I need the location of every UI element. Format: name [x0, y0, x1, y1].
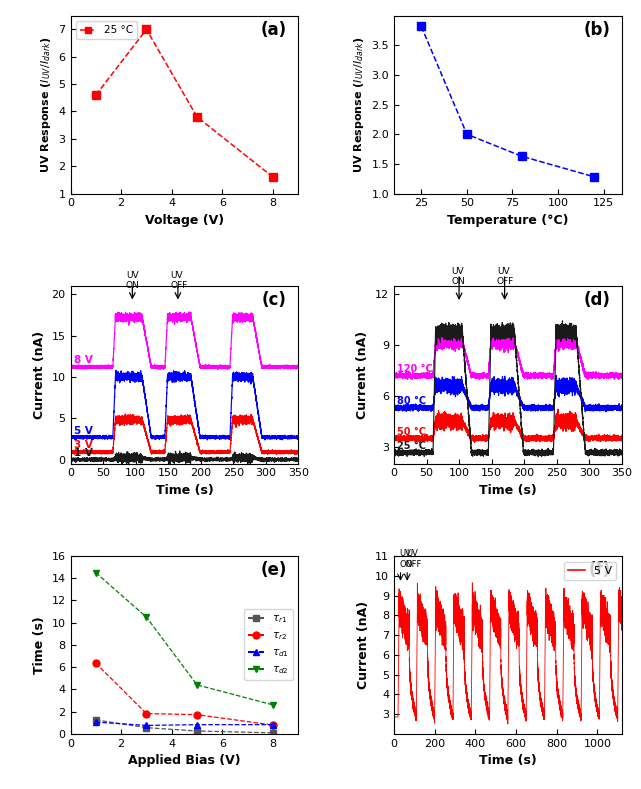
Text: 120 °C: 120 °C	[397, 364, 433, 374]
Text: (b): (b)	[583, 21, 610, 39]
25 °C	[142, 24, 150, 34]
Text: UV
OFF: UV OFF	[170, 271, 187, 290]
25 °C	[92, 90, 99, 99]
Legend: 25 °C: 25 °C	[76, 21, 137, 39]
Y-axis label: Time (s): Time (s)	[33, 616, 46, 674]
Text: 8 V: 8 V	[74, 355, 93, 365]
Text: (e): (e)	[260, 562, 287, 579]
Y-axis label: Current (nA): Current (nA)	[33, 331, 46, 419]
Y-axis label: UV Response ($I_{UV}/I_{dark}$): UV Response ($I_{UV}/I_{dark}$)	[39, 36, 53, 173]
Text: (a): (a)	[261, 21, 287, 39]
Text: 80 °C: 80 °C	[397, 396, 426, 406]
Legend: $\tau_{r1}$, $\tau_{r2}$, $\tau_{d1}$, $\tau_{d2}$: $\tau_{r1}$, $\tau_{r2}$, $\tau_{d1}$, $…	[244, 609, 293, 680]
Text: 3 V: 3 V	[74, 440, 93, 451]
25 °C	[269, 172, 277, 181]
25 °C	[193, 112, 201, 122]
Legend: 5 V: 5 V	[563, 562, 616, 581]
X-axis label: Applied Bias (V): Applied Bias (V)	[128, 754, 241, 767]
Y-axis label: Current (nA): Current (nA)	[356, 331, 369, 419]
Text: 1 V: 1 V	[74, 448, 93, 458]
X-axis label: Time (s): Time (s)	[156, 484, 213, 497]
Text: UV
ON: UV ON	[399, 549, 412, 569]
Text: (c): (c)	[262, 291, 287, 309]
Text: UV
ON: UV ON	[451, 267, 465, 286]
X-axis label: Time (s): Time (s)	[479, 754, 537, 767]
X-axis label: Time (s): Time (s)	[479, 484, 537, 497]
Text: (f): (f)	[588, 562, 610, 579]
Line: 25 °C: 25 °C	[92, 25, 277, 181]
Text: 25 °C: 25 °C	[397, 441, 426, 451]
Y-axis label: UV Response ($I_{UV}/I_{dark}$): UV Response ($I_{UV}/I_{dark}$)	[352, 36, 366, 173]
Y-axis label: Current (nA): Current (nA)	[356, 601, 370, 689]
Text: UV
OFF: UV OFF	[497, 267, 514, 286]
X-axis label: Temperature (°C): Temperature (°C)	[447, 214, 569, 227]
Text: 5 V: 5 V	[74, 425, 93, 436]
Text: (d): (d)	[583, 291, 610, 309]
X-axis label: Voltage (V): Voltage (V)	[145, 214, 224, 227]
Text: UV
OFF: UV OFF	[406, 549, 422, 569]
Text: 50 °C: 50 °C	[397, 427, 426, 436]
Text: UV
ON: UV ON	[126, 271, 140, 290]
